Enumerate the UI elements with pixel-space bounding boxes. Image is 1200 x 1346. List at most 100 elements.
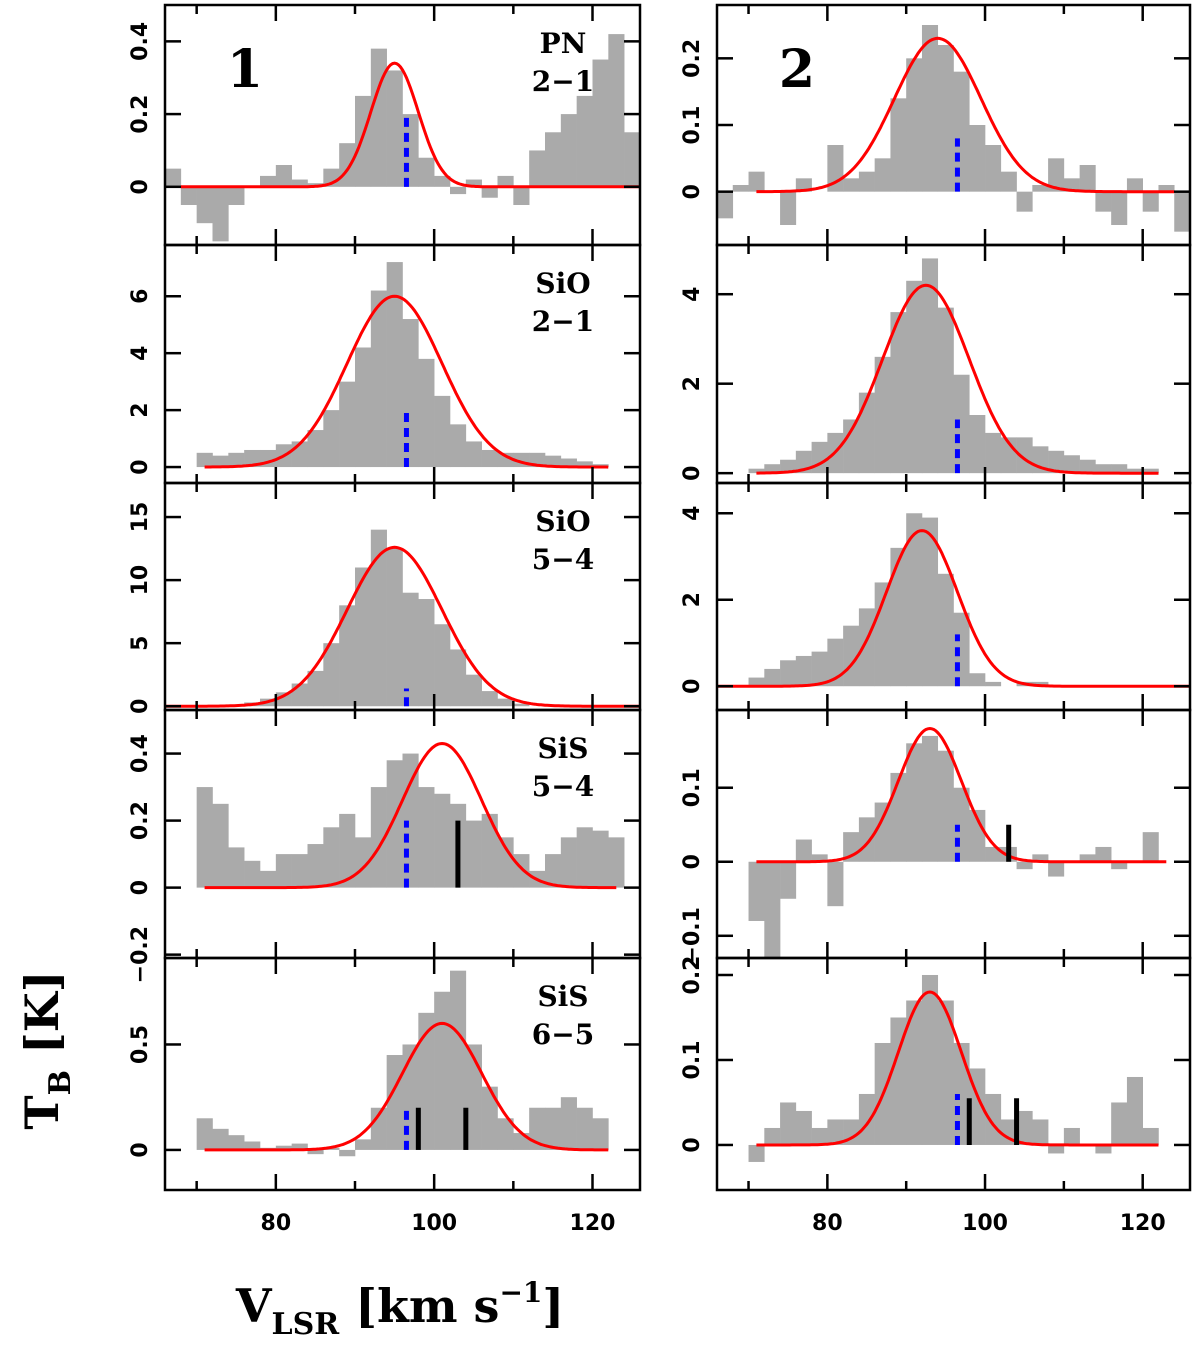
bar [1111,191,1128,225]
bar [748,677,765,687]
bar [196,186,213,224]
bar [196,787,213,888]
bar [921,258,939,474]
bar [323,410,340,468]
bar [370,48,387,187]
bar [481,1086,498,1150]
panel: −0.2 0 0.2 0.4 SiS 5−4 [128,708,642,983]
bar [1016,191,1033,212]
bar [355,837,372,888]
y-label-sub: B [43,1070,78,1095]
bar [1158,185,1175,192]
y-tick-label: 4 [680,287,705,302]
bar [323,827,340,888]
bar [212,455,229,468]
y-tick-label: 0 [680,854,705,869]
bar [386,1055,403,1150]
bar [497,698,514,707]
bar [529,150,546,187]
y-tick-label: 0 [128,880,153,895]
bar [906,1000,923,1145]
bar [481,691,498,707]
bar [1032,681,1049,687]
bar [545,1107,562,1150]
bar [513,703,530,707]
bar [228,847,245,888]
bar [228,1135,245,1150]
bar [937,1000,954,1145]
panel: −0.1 0 0.1 [680,708,1192,964]
plot-area [748,726,1167,958]
plot-area [717,513,1190,688]
bar [355,1139,372,1150]
bar [450,186,467,195]
y-tick-label: 5 [128,636,153,651]
y-tick-label: 0.4 [128,22,153,61]
bar [1063,455,1080,474]
bar [780,660,797,687]
bar [1048,1144,1065,1154]
bar [732,185,749,192]
line-label: SiO [535,505,590,538]
bar [780,861,797,899]
bar [795,178,812,192]
bar [858,392,875,474]
bar [497,1118,514,1150]
bar [402,1044,419,1150]
bar [608,837,625,888]
bar [780,459,797,474]
bar [780,1102,797,1145]
bar [1048,158,1065,192]
bar [560,1097,577,1150]
x-tick-label: 80 [812,1211,843,1236]
bar [985,145,1002,192]
bar [196,452,213,468]
bar [180,186,197,205]
bar [418,358,435,468]
bar [434,991,451,1150]
bar [1032,185,1049,192]
bar [1111,861,1128,870]
y-tick-label: 0.2 [680,39,705,78]
bar [402,592,419,707]
bar [434,793,451,888]
plot-area [165,529,640,708]
bar [1126,468,1143,474]
bar [465,179,482,187]
fit-curve [204,1021,609,1152]
bar [969,415,986,474]
bar [434,175,451,187]
bar [890,772,907,862]
bar [355,347,372,468]
bar [874,802,891,862]
bar [465,674,482,707]
bar [1095,464,1112,474]
bar [937,45,954,192]
bar [780,191,797,225]
bar [434,624,451,707]
y-tick-label: 0 [128,1142,153,1157]
bar [465,441,482,468]
bar [386,70,403,187]
bar [874,158,891,192]
bar [355,95,372,187]
bar [212,186,229,242]
bar [921,25,939,192]
bar [921,974,939,1145]
bar [418,599,435,707]
bar [196,1118,213,1150]
bar [592,59,609,187]
bar [418,1012,435,1150]
x-label-sup: −1 [499,1276,542,1309]
bar [450,970,467,1150]
fit-curve [756,990,1159,1147]
bar [1016,861,1033,870]
bar [244,1141,261,1150]
bar [858,817,875,862]
bar [811,1127,828,1145]
bar [1095,1144,1112,1154]
bar [275,854,292,888]
x-tick-label: 120 [570,1211,616,1236]
bar [418,787,435,888]
